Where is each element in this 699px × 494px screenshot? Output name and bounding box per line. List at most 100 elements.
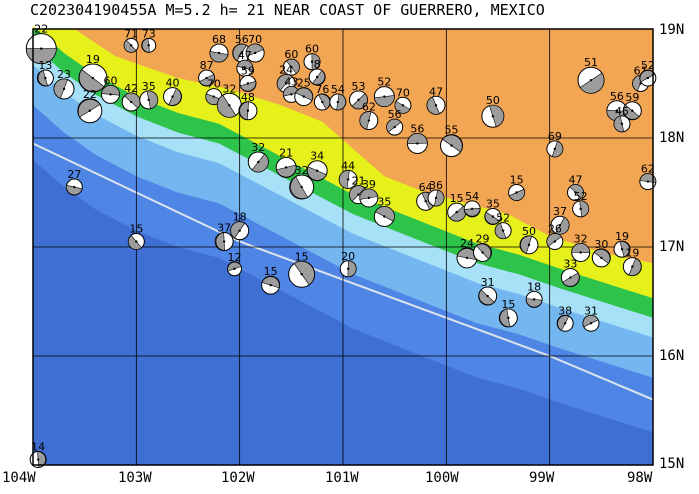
beachball-center-dot — [357, 193, 360, 196]
event-beachball: 56 — [406, 122, 428, 154]
beachball-center-dot — [579, 207, 582, 211]
beachball-center-dot — [527, 243, 531, 247]
beachball-center-dot — [171, 95, 174, 98]
beachball-center-dot — [246, 82, 250, 85]
event-depth-label: 73 — [142, 27, 156, 40]
compression-quadrant — [101, 85, 120, 96]
beachball-center-dot — [88, 109, 92, 112]
beachball-center-dot — [129, 100, 133, 104]
beachball-center-dot — [367, 196, 371, 200]
event-depth-label: 40 — [166, 77, 180, 90]
event-beachball: 15 — [498, 298, 518, 328]
event-beachball: 69 — [546, 130, 564, 158]
compression-quadrant — [66, 184, 83, 196]
compression-quadrant — [489, 104, 505, 128]
event-beachball: 37 — [550, 205, 570, 235]
beachball-center-dot — [246, 109, 250, 112]
event-depth-label: 59 — [625, 91, 639, 104]
beachball-center-dot — [383, 215, 386, 218]
beachball-center-dot — [310, 60, 314, 63]
beachball-center-dot — [589, 322, 593, 325]
event-beachball: 52 — [494, 212, 512, 240]
event-beachball: 50 — [481, 94, 505, 128]
event-depth-label: 52 — [574, 190, 588, 203]
event-depth-label: 27 — [67, 168, 81, 181]
beachball-center-dot — [240, 51, 243, 55]
beachball-center-dot — [321, 100, 324, 104]
event-depth-label: 15 — [450, 192, 464, 205]
lon-label-104w: 104W — [2, 470, 36, 486]
event-depth-label: 15 — [510, 174, 524, 187]
beachball-center-dot — [620, 247, 624, 251]
beachball-center-dot — [300, 185, 303, 189]
event-depth-label: 24 — [279, 64, 293, 77]
beachball-center-dot — [243, 67, 247, 70]
event-beachball: 12 — [227, 251, 242, 277]
compression-quadrant — [375, 206, 395, 222]
event-beachball: 35 — [484, 197, 502, 225]
event-beachball: 53 — [349, 80, 368, 110]
event-beachball: 23 — [53, 68, 75, 100]
lon-label-102w: 102W — [221, 470, 255, 486]
compression-quadrant — [227, 261, 242, 272]
beachball-center-dot — [383, 95, 386, 98]
compression-quadrant — [520, 235, 532, 254]
compression-quadrant — [562, 272, 580, 287]
event-beachball: 73 — [141, 27, 157, 53]
compression-quadrant — [582, 314, 599, 328]
compression-quadrant — [639, 173, 657, 184]
event-beachball: 70 — [394, 86, 412, 114]
event-depth-label: 37 — [553, 205, 567, 218]
compression-quadrant — [494, 222, 507, 239]
compression-quadrant — [386, 118, 402, 133]
event-beachball: 27 — [65, 168, 83, 196]
event-depth-label: 32 — [574, 232, 588, 245]
event-beachball: 14 — [29, 441, 47, 469]
event-depth-label: 55 — [445, 124, 459, 137]
event-depth-label: 32 — [222, 82, 236, 95]
compression-quadrant — [261, 276, 280, 289]
event-beachball: 47 — [236, 49, 254, 77]
beachball-center-dot — [290, 93, 293, 96]
compression-quadrant — [37, 451, 46, 468]
compression-quadrant — [217, 94, 237, 118]
beachball-center-dot — [486, 294, 489, 298]
event-depth-label: 45 — [615, 105, 629, 118]
beachball-center-dot — [579, 251, 582, 254]
event-beachball: 50 — [519, 225, 539, 255]
compression-quadrant — [78, 69, 105, 92]
beachball-center-dot — [222, 240, 226, 243]
beachball-center-dot — [217, 51, 221, 55]
compression-quadrant — [128, 234, 142, 250]
event-beachball: 54 — [329, 83, 347, 111]
beachball-center-dot — [147, 44, 150, 47]
event-depth-label: 12 — [228, 251, 242, 264]
event-beachball: 42 — [121, 82, 141, 112]
event-beachball: 33 — [560, 258, 580, 288]
compression-quadrant — [290, 176, 309, 199]
compression-quadrant — [359, 188, 379, 200]
event-beachball: 68 — [209, 33, 229, 63]
compression-quadrant — [37, 69, 48, 87]
event-depth-label: 19 — [615, 230, 629, 243]
event-beachball: 70 — [245, 33, 265, 63]
lon-label-99w: 99W — [529, 470, 555, 486]
event-depth-label: 47 — [238, 49, 252, 62]
event-depth-label: 33 — [563, 258, 577, 271]
beachball-center-dot — [253, 51, 257, 55]
compression-quadrant — [146, 90, 159, 110]
beachball-center-dot — [501, 229, 505, 232]
beachball-center-dot — [147, 98, 150, 102]
event-depth-label: 36 — [429, 179, 443, 192]
compression-quadrant — [579, 72, 605, 94]
compression-quadrant — [478, 289, 495, 305]
event-beachball: 44 — [338, 159, 358, 189]
event-beachball: 21 — [349, 175, 368, 205]
lat-label-16n: 16N — [659, 348, 685, 364]
event-depth-label: 52 — [641, 59, 655, 72]
event-depth-label: 53 — [352, 80, 366, 93]
compression-quadrant — [433, 189, 445, 207]
event-beachball: 45 — [613, 105, 631, 133]
event-depth-label: 52 — [496, 212, 510, 225]
